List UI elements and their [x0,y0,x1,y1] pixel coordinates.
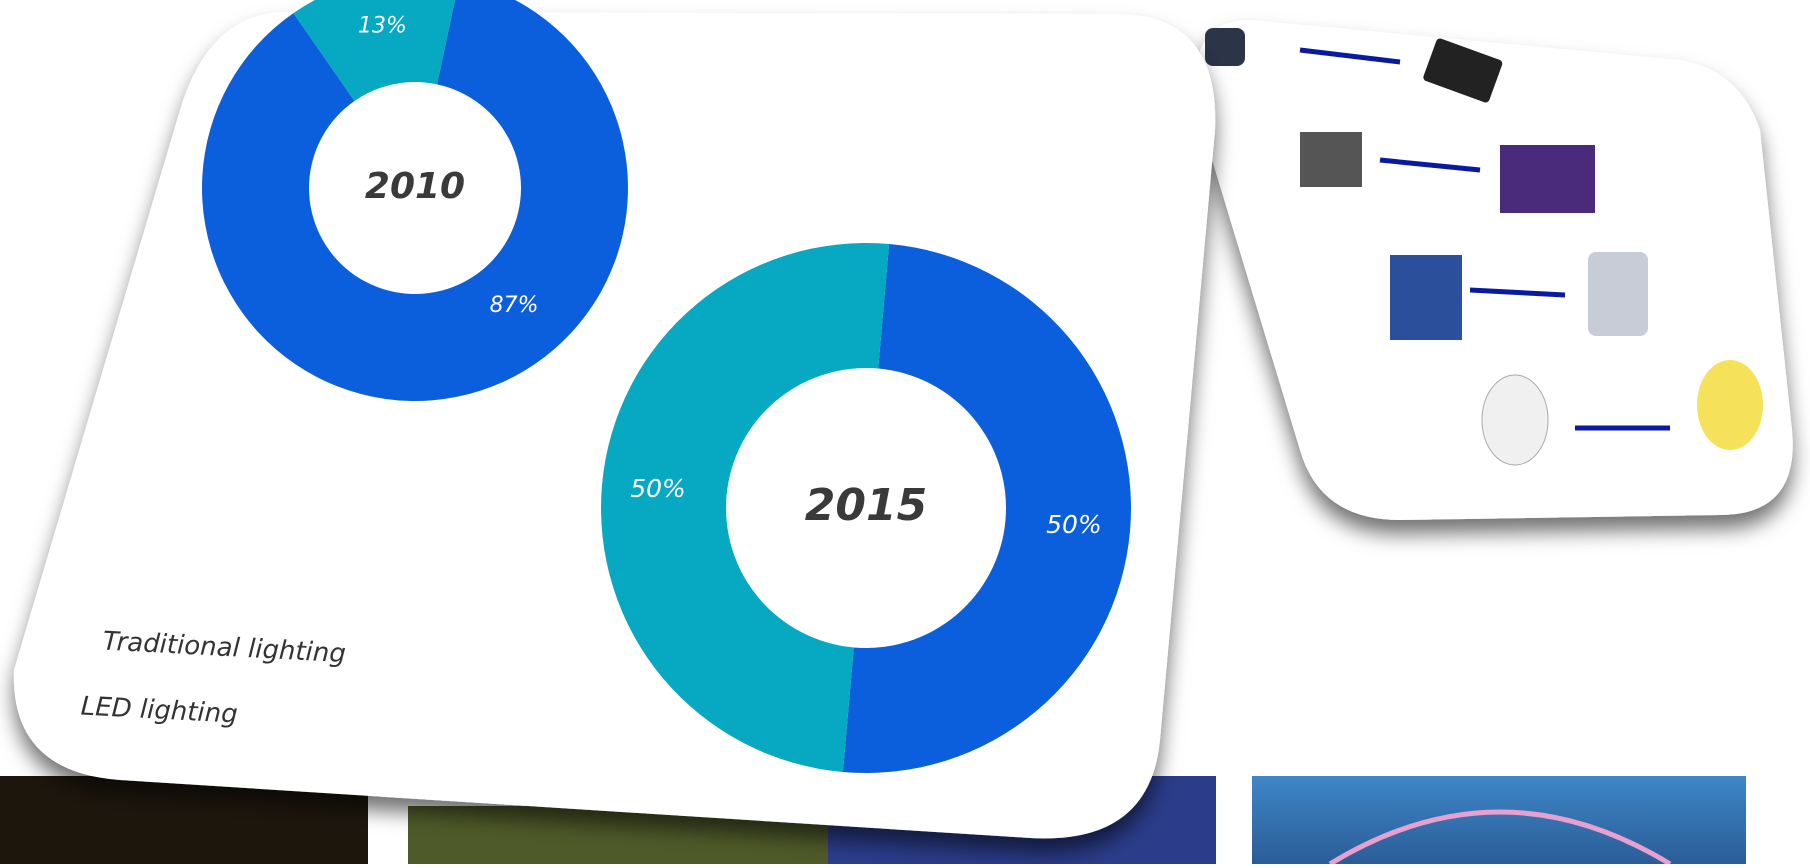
value-label: 13% [358,13,407,38]
photo-arch [1328,809,1672,867]
chart-title: 2010 [365,166,465,207]
chart-title: 2015 [805,480,927,531]
value-label: 50% [1046,510,1102,539]
value-label: 50% [630,474,686,503]
donut-segment [202,0,628,401]
photo [1252,776,1746,864]
donut-segment [842,244,1132,773]
value-label: 87% [490,293,539,318]
device-icons [1205,28,1763,466]
donut-segment [601,243,890,772]
donut-segment [293,0,455,101]
